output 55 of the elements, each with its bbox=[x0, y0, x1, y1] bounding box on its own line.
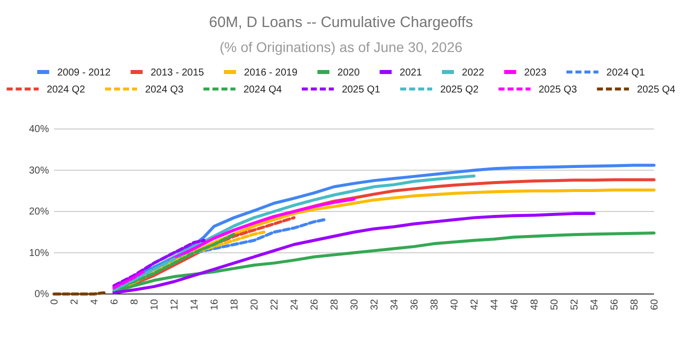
legend-label: 2025 Q1 bbox=[342, 84, 381, 96]
x-tick-label: 44 bbox=[490, 298, 500, 310]
legend-label: 2021 bbox=[400, 68, 422, 78]
legend-label: 2013 - 2015 bbox=[150, 68, 204, 78]
legend-label: 2020 bbox=[337, 68, 360, 78]
legend-label: 2024 Q3 bbox=[145, 84, 184, 96]
x-tick-label: 40 bbox=[450, 298, 460, 310]
legend-label: 2022 bbox=[462, 68, 485, 78]
x-tick-label: 18 bbox=[230, 298, 240, 310]
x-tick-label: 32 bbox=[370, 298, 380, 310]
legend-label: 2024 Q2 bbox=[46, 84, 86, 96]
x-tick-label: 2 bbox=[70, 298, 80, 305]
legend-label: 2024 Q1 bbox=[606, 68, 646, 78]
x-tick-label: 28 bbox=[330, 298, 340, 310]
x-tick-label: 24 bbox=[290, 298, 300, 310]
chart-subtitle: (% of Originations) as of June 30, 2026 bbox=[220, 39, 463, 55]
x-tick-label: 8 bbox=[130, 298, 140, 305]
x-tick-label: 34 bbox=[390, 298, 400, 310]
y-tick-label: 40% bbox=[28, 124, 50, 136]
x-tick-label: 52 bbox=[570, 298, 580, 310]
x-tick-label: 26 bbox=[310, 298, 320, 310]
y-tick-label: 10% bbox=[28, 248, 50, 259]
legend-label: 2009 - 2012 bbox=[57, 68, 112, 78]
x-tick-label: 56 bbox=[610, 298, 620, 310]
x-tick-label: 16 bbox=[210, 298, 220, 310]
chart-title: 60M, D Loans -- Cumulative Chargeoffs bbox=[208, 14, 474, 31]
x-tick-label: 10 bbox=[150, 298, 160, 310]
x-tick-label: 22 bbox=[270, 298, 280, 310]
legend-label: 2016 - 2019 bbox=[244, 68, 298, 78]
x-tick-label: 46 bbox=[510, 298, 520, 310]
x-tick-label: 36 bbox=[410, 298, 420, 310]
line-series bbox=[112, 238, 206, 288]
legend-label: 2023 bbox=[524, 68, 547, 78]
x-tick-label: 50 bbox=[550, 298, 560, 310]
legend-label: 2025 Q2 bbox=[440, 84, 479, 96]
x-tick-label: 60 bbox=[650, 298, 660, 310]
x-tick-label: 4 bbox=[90, 298, 100, 305]
x-tick-label: 6 bbox=[110, 298, 120, 305]
x-tick-label: 58 bbox=[630, 298, 640, 310]
x-tick-label: 38 bbox=[430, 298, 440, 310]
x-tick-label: 12 bbox=[170, 298, 180, 310]
x-tick-label: 48 bbox=[530, 298, 540, 310]
y-tick-label: 30% bbox=[28, 165, 50, 176]
x-tick-label: 42 bbox=[470, 298, 480, 310]
y-tick-label: 20% bbox=[28, 206, 50, 218]
x-tick-label: 20 bbox=[250, 298, 260, 310]
legend-label: 2024 Q4 bbox=[243, 84, 282, 96]
x-tick-label: 30 bbox=[350, 298, 360, 310]
legend-label: 2025 Q4 bbox=[636, 84, 676, 96]
y-tick-label: 0% bbox=[34, 289, 50, 300]
x-tick-label: 14 bbox=[190, 298, 200, 310]
x-tick-label: 54 bbox=[590, 298, 600, 310]
legend-label: 2025 Q3 bbox=[538, 84, 578, 96]
line-series bbox=[112, 212, 596, 294]
x-tick-label: 0 bbox=[50, 298, 60, 305]
